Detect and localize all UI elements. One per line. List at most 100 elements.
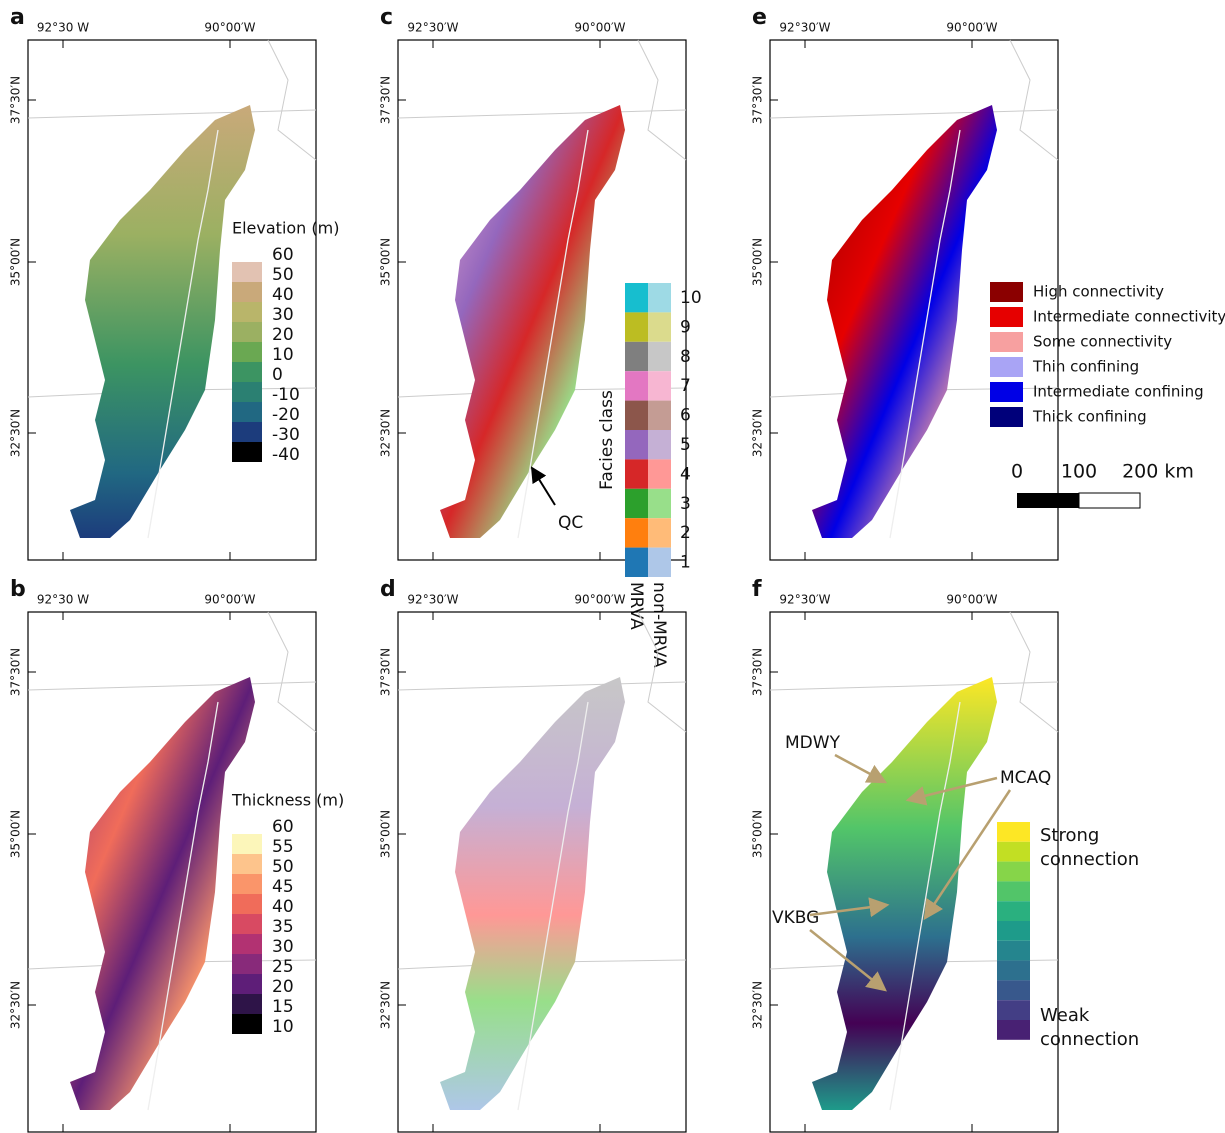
legend-label: 1 — [680, 553, 691, 573]
legend-swatch — [232, 914, 262, 934]
legend-swatch — [232, 402, 262, 422]
legend-label: 20 — [272, 325, 294, 345]
legend-swatch — [625, 342, 648, 371]
panel-letter: b — [10, 577, 26, 602]
legend-swatch — [997, 941, 1030, 961]
state-boundary — [638, 40, 686, 160]
latitude-label: 32°30′N — [9, 981, 23, 1029]
legend-swatch — [232, 854, 262, 874]
legend-swatch — [997, 862, 1030, 882]
legend-swatch — [648, 518, 671, 547]
legend-swatch — [625, 371, 648, 400]
legend-swatch — [232, 834, 262, 854]
longitude-label: 92°30′W — [407, 21, 458, 35]
legend-swatch — [232, 262, 262, 282]
legend-label: 60 — [272, 245, 294, 265]
latitude-label: 35°00′N — [379, 238, 393, 286]
legend-swatch — [625, 489, 648, 518]
legend-swatch — [232, 362, 262, 382]
legend-label: 10 — [272, 345, 294, 365]
legend-label: 9 — [680, 317, 691, 337]
scale-label: 100 — [1061, 461, 1097, 483]
legend-label: Some connectivity — [1033, 333, 1172, 351]
latitude-label: 37°30′N — [379, 76, 393, 124]
legend-swatch — [232, 382, 262, 402]
legend-label: 7 — [680, 376, 691, 396]
legend-swatch — [990, 407, 1023, 427]
latitude-label: 35°00′N — [751, 810, 765, 858]
legend-swatch — [997, 980, 1030, 1000]
legend-label: Strong connection — [1040, 824, 1160, 872]
latitude-label: 37°30′N — [9, 76, 23, 124]
legend-label: 35 — [272, 917, 294, 937]
legend-label: 0 — [272, 365, 283, 385]
legend-label: 60 — [272, 817, 294, 837]
legend-label: 25 — [272, 957, 294, 977]
legend-swatch — [625, 548, 648, 577]
scale-label: 200 km — [1122, 461, 1194, 483]
latitude-label: 37°30′N — [9, 648, 23, 696]
state-boundary — [28, 110, 316, 118]
state-boundary — [398, 110, 686, 118]
legend-title: Facies class — [597, 390, 617, 490]
state-boundary — [28, 682, 316, 690]
legend-label: 45 — [272, 877, 294, 897]
legend-swatch — [232, 894, 262, 914]
legend-swatch — [232, 994, 262, 1014]
legend-title: Thickness (m) — [231, 791, 344, 810]
legend-label: Intermediate confining — [1033, 383, 1204, 401]
latitude-label: 32°30′N — [751, 409, 765, 457]
legend-swatch — [648, 430, 671, 459]
annotation: MCAQ — [1000, 768, 1051, 788]
legend-label: 8 — [680, 347, 691, 367]
legend-label: 15 — [272, 997, 294, 1017]
legend-label: 30 — [272, 305, 294, 325]
legend-swatch — [990, 307, 1023, 327]
legend-swatch — [648, 371, 671, 400]
annotation-arrow — [835, 755, 885, 782]
legend-label: 2 — [680, 523, 691, 543]
legend-label: 55 — [272, 837, 294, 857]
state-boundary — [770, 110, 1058, 118]
legend-label: -30 — [272, 425, 300, 445]
legend-swatch — [648, 342, 671, 371]
legend-swatch — [232, 442, 262, 462]
latitude-label: 32°30′N — [9, 409, 23, 457]
longitude-label: 92°30 W — [37, 21, 89, 35]
scale-bar — [1079, 493, 1140, 508]
legend-swatch — [648, 459, 671, 488]
legend-label: Weak connection — [1040, 1004, 1160, 1052]
legend-swatch — [232, 934, 262, 954]
legend-label: 10 — [272, 1017, 294, 1037]
annotation: QC — [558, 513, 583, 533]
state-boundary — [268, 612, 316, 732]
legend-swatch — [648, 401, 671, 430]
longitude-label: 92°30′W — [779, 593, 830, 607]
map-region — [70, 105, 255, 538]
state-boundary — [398, 682, 686, 690]
legend-label: 50 — [272, 857, 294, 877]
legend-swatch — [997, 901, 1030, 921]
legend-swatch — [625, 518, 648, 547]
map-panel: c92°30′W90°00′W37°30′N35°00′N32°30′N1098… — [379, 5, 702, 668]
legend-title: Elevation (m) — [232, 219, 339, 238]
map-region — [812, 105, 997, 538]
legend-swatch — [625, 459, 648, 488]
longitude-label: 90°00′W — [946, 593, 997, 607]
legend-swatch — [648, 548, 671, 577]
legend-swatch — [997, 881, 1030, 901]
longitude-label: 90°00′W — [204, 593, 255, 607]
legend-swatch — [997, 961, 1030, 981]
legend-swatch — [232, 954, 262, 974]
panel-letter: f — [752, 577, 762, 602]
map-region — [440, 677, 625, 1110]
latitude-label: 32°30′N — [751, 981, 765, 1029]
latitude-label: 32°30′N — [379, 981, 393, 1029]
panel-letter: a — [10, 5, 25, 30]
latitude-label: 37°30′N — [751, 648, 765, 696]
legend-label: 30 — [272, 937, 294, 957]
legend-swatch — [625, 312, 648, 341]
legend-label: -40 — [272, 445, 300, 465]
longitude-label: 90°00′W — [574, 593, 625, 607]
scale-bar — [1017, 493, 1079, 508]
